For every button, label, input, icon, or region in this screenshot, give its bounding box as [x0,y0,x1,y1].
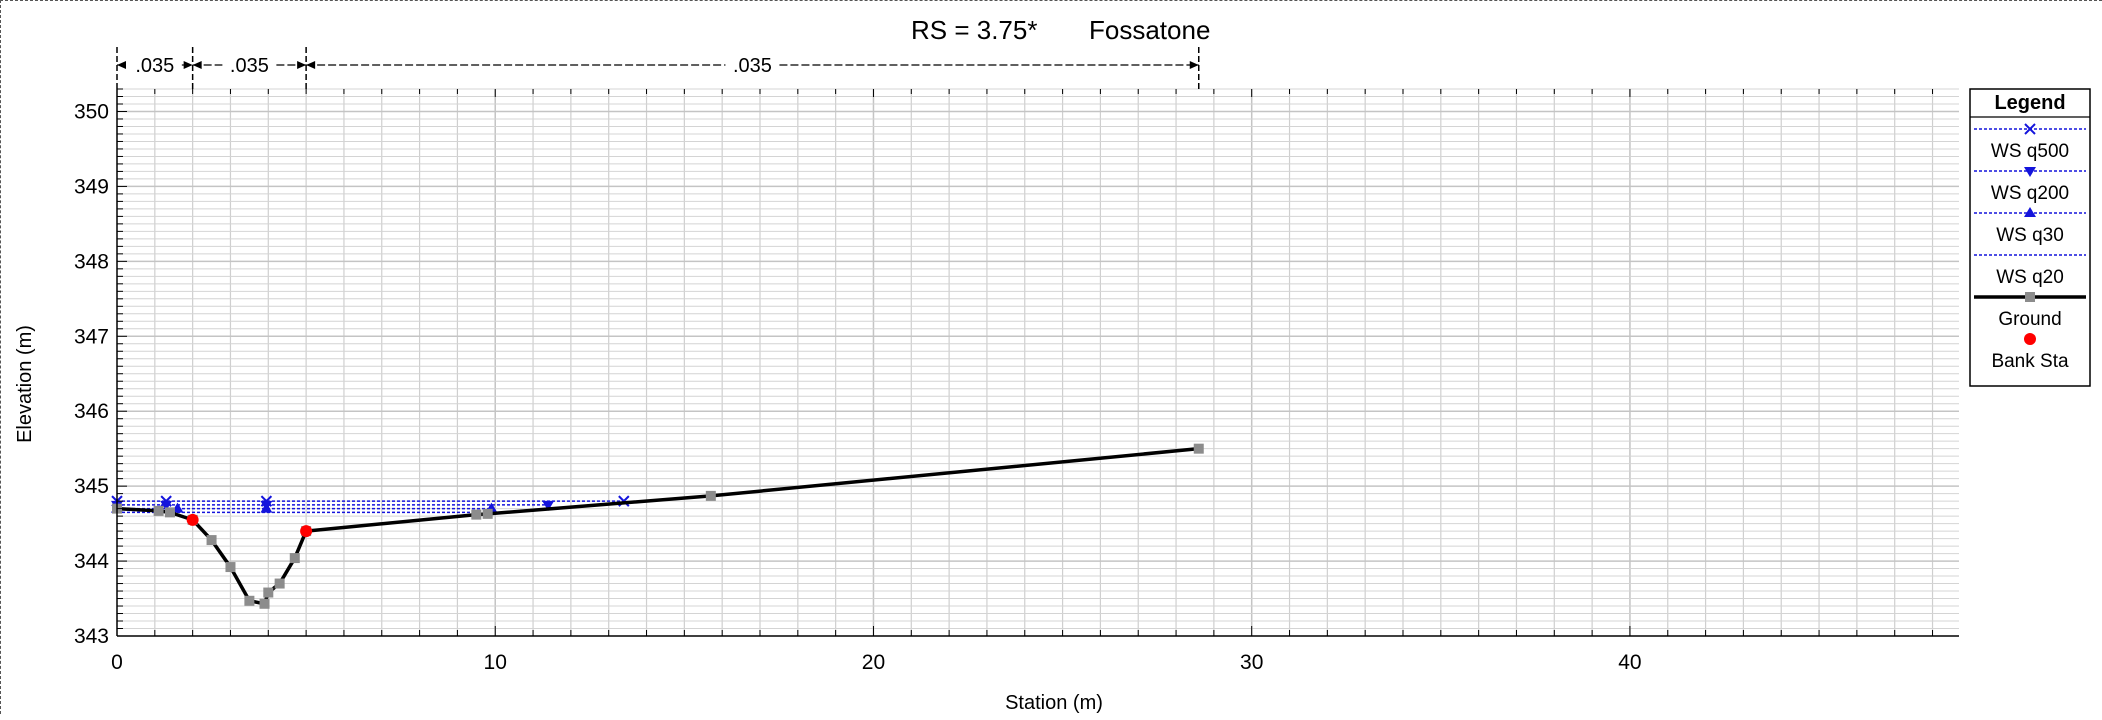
ground-point [153,505,164,516]
legend-entry-label: WS q500 [1991,141,2069,162]
manning-arrow-right [183,61,193,69]
y-tick-label: 348 [74,250,109,273]
x-tick-label: 10 [484,651,507,674]
legend-swatch-marker [2024,207,2036,217]
y-tick-label: 343 [74,625,109,648]
ws-point-2 [260,502,273,513]
ground-point [206,535,217,546]
ws-point-1 [542,500,555,511]
ground-point [225,562,236,573]
x-tick-label: 20 [862,651,885,674]
ground-point [289,553,300,564]
axes: 343 344 345 346 347 348 349 350 0 10 20 30 40 [74,88,1959,674]
manning-n-label: .035 [135,55,174,77]
y-tick-label: 345 [74,475,109,498]
manning-arrow-left [192,61,202,69]
x-axis-label: Station (m) [1005,692,1103,714]
y-axis-label: Elevation (m) [14,325,36,443]
ground-point [705,490,716,501]
x-tick-label: 0 [111,651,123,674]
y-tick-label: 349 [74,175,109,198]
ground-point [164,507,175,518]
ground-point [482,508,493,519]
ground-point [274,578,285,589]
legend-swatch-marker [2024,167,2036,177]
ground-point [244,595,255,606]
y-tick-label: 350 [74,100,109,123]
legend-swatch-marker [2024,123,2036,135]
legend-entry-label: Bank Sta [1991,351,2069,372]
ground-line [116,446,1199,606]
legend-entry-label: WS q200 [1991,183,2069,204]
legend: Legend WS q500 WS q200 WS q30 WS q20 Ground Ba… [1969,88,2091,387]
legend-entry-label: Ground [1998,309,2061,330]
manning-arrow-left [306,61,316,69]
y-tick-label: 346 [74,400,109,423]
grid [117,88,1959,636]
legend-swatch-marker [2024,333,2036,345]
manning-n-label: .035 [733,55,772,77]
bank-station-point [300,525,313,538]
ws-point-1 [160,500,173,511]
ground-point [1193,443,1204,454]
x-tick-label: 40 [1618,651,1641,674]
ground-point [259,598,270,609]
chart-subtitle: Fossatone [1089,15,1210,45]
legend-entry-label: WS q30 [1996,225,2064,246]
ground-point [471,509,482,520]
manning-arrow-right [1189,61,1199,69]
y-tick-label: 344 [74,550,109,573]
legend-title: Legend [1994,92,2065,114]
bank-station-point [186,513,199,526]
legend-entry-label: WS q20 [1996,267,2064,288]
manning-arrow-left [117,61,126,69]
x-tick-label: 30 [1240,651,1263,674]
chart-title: RS = 3.75* [911,15,1037,45]
manning-n-label: .035 [230,55,269,77]
manning-n-annotations: .035 .035 .035 [116,47,1200,91]
legend-swatch-marker [2025,292,2035,302]
manning-arrow-right [297,61,307,69]
y-tick-label: 347 [74,325,109,348]
ground-point [263,587,274,598]
